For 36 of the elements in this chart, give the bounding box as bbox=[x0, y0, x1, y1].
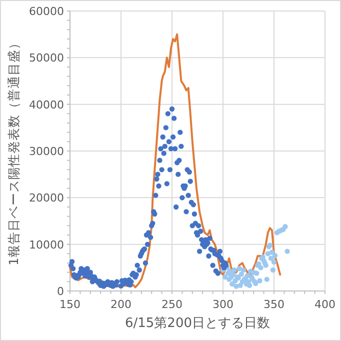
y-tick-label: 60000 bbox=[29, 5, 64, 18]
y-tick-label: 0 bbox=[57, 285, 64, 298]
point bbox=[222, 274, 228, 280]
y-tick-label: 10000 bbox=[29, 238, 64, 252]
point bbox=[232, 267, 237, 273]
point bbox=[244, 273, 250, 278]
x-axis-title: 6/15第200日とする日数 bbox=[124, 316, 270, 331]
y-tick-label: 50000 bbox=[29, 52, 64, 65]
x-tick-label: 400 bbox=[314, 298, 336, 311]
point bbox=[271, 259, 277, 265]
point bbox=[238, 282, 243, 288]
x-tick-label: 250 bbox=[162, 298, 182, 311]
y-tick-label: 40000 bbox=[29, 98, 64, 112]
point bbox=[284, 248, 290, 254]
point bbox=[272, 252, 278, 258]
point bbox=[258, 265, 264, 270]
point bbox=[264, 276, 270, 282]
x-tick-label: 150 bbox=[60, 298, 80, 311]
point bbox=[254, 270, 260, 276]
point bbox=[257, 278, 262, 284]
y-axis-title: 1報告日ベース陽性発表数（普通目盛） bbox=[6, 36, 21, 266]
y-tick-label: 30000 bbox=[29, 145, 64, 158]
point bbox=[268, 256, 274, 261]
point bbox=[282, 224, 288, 230]
point bbox=[265, 251, 270, 256]
point bbox=[246, 282, 252, 288]
x-tick-label: 200 bbox=[110, 298, 132, 311]
point bbox=[230, 272, 236, 278]
point bbox=[269, 250, 275, 255]
point bbox=[270, 267, 276, 273]
y-tick-label: 20000 bbox=[29, 192, 64, 205]
point bbox=[240, 267, 246, 273]
x-tick-label: 350 bbox=[264, 298, 284, 311]
point bbox=[263, 262, 268, 268]
point bbox=[238, 272, 244, 277]
x-tick-label: 300 bbox=[212, 298, 234, 311]
